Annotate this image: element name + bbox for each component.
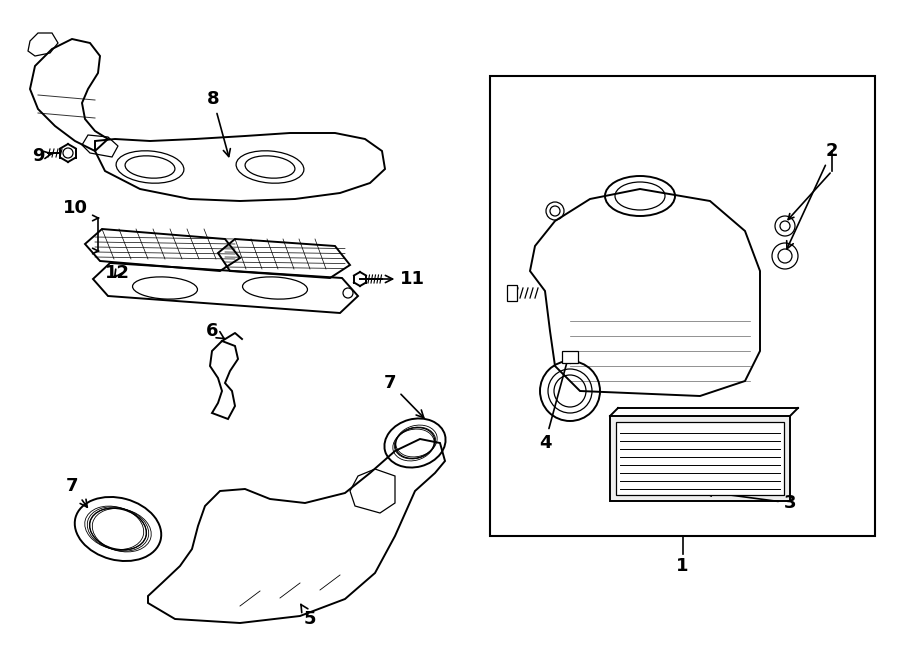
Text: 7: 7	[66, 477, 87, 507]
Bar	[490, 76, 875, 536]
Bar	[562, 351, 578, 363]
Text: 3: 3	[705, 489, 796, 512]
Bar	[610, 416, 790, 501]
Text: 4: 4	[539, 356, 571, 452]
Text: 5: 5	[301, 604, 316, 628]
Bar	[616, 422, 784, 495]
Bar	[507, 285, 517, 301]
Text: 9: 9	[32, 147, 51, 165]
Text: 6: 6	[206, 322, 224, 340]
Text: 1: 1	[676, 557, 688, 575]
Text: 12: 12	[105, 264, 130, 282]
Text: 8: 8	[207, 90, 230, 157]
Text: 7: 7	[383, 374, 424, 418]
Text: 10: 10	[63, 199, 88, 217]
Text: 11: 11	[368, 270, 425, 288]
Text: 2: 2	[787, 142, 838, 249]
